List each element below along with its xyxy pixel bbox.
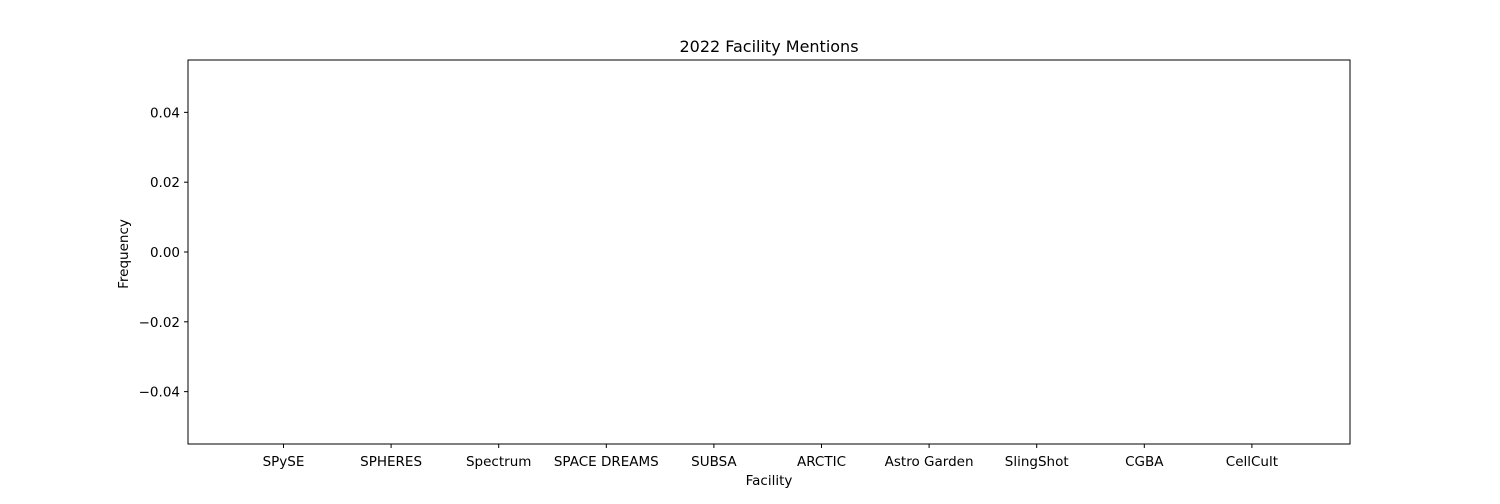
y-tick-label: −0.02 [139,315,180,331]
x-tick-label: CellCult [1226,454,1278,470]
y-tick-label: −0.04 [139,385,180,401]
x-tick-label: Spectrum [466,454,531,470]
x-tick-label: SUBSA [691,454,737,470]
x-axis-ticks: SPySE SPHERES Spectrum SPACE DREAMS SUBSA ARC… [263,444,1278,470]
y-axis-ticks: 0.04 0.02 0.00 −0.02 −0.04 [139,105,188,401]
x-tick-label: Astro Garden [885,454,974,470]
x-tick-label: SPHERES [360,454,422,470]
x-tick-label: SlingShot [1005,454,1069,470]
x-tick-label: CGBA [1125,454,1164,470]
y-tick-label: 0.00 [150,245,180,261]
x-tick-label: SPySE [263,454,305,470]
y-tick-label: 0.02 [150,175,180,191]
y-tick-label: 0.04 [150,105,180,121]
y-axis-label: Frequency [116,219,132,289]
x-tick-label: SPACE DREAMS [554,454,659,470]
x-tick-label: ARCTIC [797,454,846,470]
chart-title: 2022 Facility Mentions [679,37,858,56]
x-axis-label: Facility [746,473,793,489]
